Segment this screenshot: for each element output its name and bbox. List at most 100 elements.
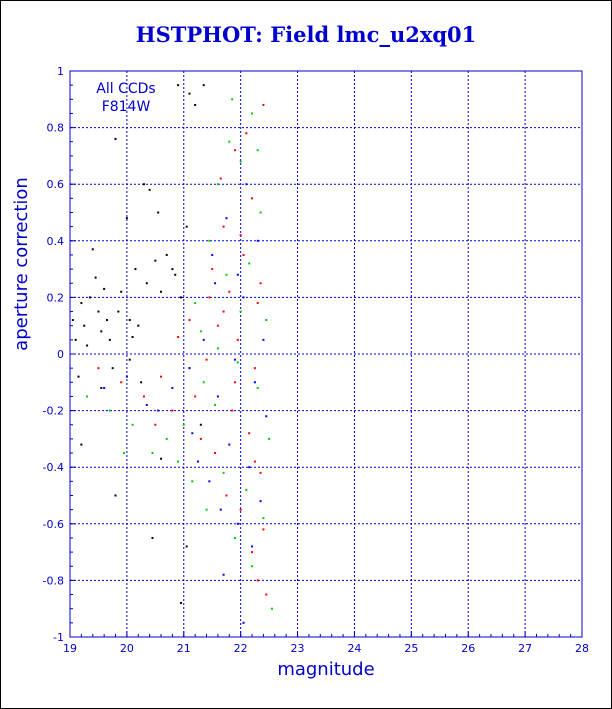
data-point bbox=[142, 395, 145, 398]
data-point bbox=[128, 358, 131, 361]
x-tick-label: 28 bbox=[575, 642, 589, 655]
data-point bbox=[265, 319, 268, 322]
data-point bbox=[231, 98, 234, 101]
data-point bbox=[242, 296, 245, 299]
data-point bbox=[236, 522, 239, 525]
data-point bbox=[128, 319, 131, 322]
data-point bbox=[134, 268, 137, 271]
data-point bbox=[256, 239, 259, 242]
data-point bbox=[108, 409, 111, 412]
data-point bbox=[117, 310, 120, 313]
data-point bbox=[171, 268, 174, 271]
data-point bbox=[80, 443, 83, 446]
data-point bbox=[151, 536, 154, 539]
data-point bbox=[245, 488, 248, 491]
x-tick-label: 19 bbox=[63, 642, 77, 655]
y-tick-label: 1 bbox=[57, 65, 64, 78]
data-point bbox=[262, 517, 265, 520]
data-point bbox=[94, 276, 97, 279]
data-point bbox=[199, 437, 202, 440]
data-points bbox=[71, 84, 273, 624]
data-point bbox=[245, 183, 248, 186]
data-point bbox=[151, 452, 154, 455]
data-point bbox=[157, 211, 160, 214]
data-point bbox=[251, 551, 254, 554]
data-point bbox=[214, 452, 217, 455]
data-point bbox=[219, 508, 222, 511]
data-point bbox=[131, 336, 134, 339]
x-axis-label: magnitude bbox=[277, 659, 374, 680]
data-point bbox=[239, 160, 242, 163]
data-point bbox=[256, 302, 259, 305]
data-point bbox=[125, 217, 128, 220]
data-point bbox=[154, 423, 157, 426]
y-tick-label: -0.2 bbox=[43, 405, 64, 418]
data-point bbox=[251, 565, 254, 568]
data-point bbox=[199, 423, 202, 426]
data-point bbox=[231, 409, 234, 412]
data-point bbox=[177, 336, 180, 339]
data-point bbox=[160, 375, 163, 378]
data-point bbox=[188, 319, 191, 322]
data-point bbox=[251, 112, 254, 115]
data-point bbox=[214, 403, 217, 406]
data-point bbox=[205, 508, 208, 511]
data-point bbox=[97, 367, 100, 370]
data-point bbox=[214, 282, 217, 285]
data-point bbox=[205, 358, 208, 361]
data-point bbox=[199, 330, 202, 333]
data-point bbox=[228, 140, 231, 143]
data-point bbox=[222, 573, 225, 576]
data-point bbox=[216, 183, 219, 186]
data-point bbox=[111, 367, 114, 370]
data-point bbox=[191, 432, 194, 435]
data-point bbox=[91, 248, 94, 251]
data-point bbox=[242, 253, 245, 256]
data-point bbox=[179, 296, 182, 299]
x-tick-label: 23 bbox=[291, 642, 305, 655]
data-point bbox=[165, 437, 168, 440]
data-point bbox=[208, 480, 211, 483]
data-point bbox=[259, 471, 262, 474]
data-point bbox=[182, 423, 185, 426]
data-point bbox=[202, 381, 205, 384]
data-point bbox=[157, 409, 160, 412]
y-tick-label: -0.6 bbox=[43, 518, 64, 531]
y-tick-label: -0.4 bbox=[43, 461, 64, 474]
data-point bbox=[83, 324, 86, 327]
data-point bbox=[179, 602, 182, 605]
y-tick-label: -0.8 bbox=[43, 574, 64, 587]
data-point bbox=[228, 290, 231, 293]
data-point bbox=[108, 338, 111, 341]
y-tick-label: -1 bbox=[53, 631, 64, 644]
data-point bbox=[80, 302, 83, 305]
data-point bbox=[145, 403, 148, 406]
data-point bbox=[270, 607, 273, 610]
data-point bbox=[256, 386, 259, 389]
data-point bbox=[202, 84, 205, 87]
data-point bbox=[77, 375, 80, 378]
y-tick-label: 0 bbox=[57, 348, 64, 361]
data-point bbox=[185, 225, 188, 228]
data-point bbox=[188, 367, 191, 370]
data-point bbox=[253, 460, 256, 463]
data-point bbox=[228, 443, 231, 446]
y-tick-label: 0.8 bbox=[47, 122, 65, 135]
data-point bbox=[248, 432, 251, 435]
data-point bbox=[253, 381, 256, 384]
data-point bbox=[194, 103, 197, 106]
x-tick-label: 25 bbox=[404, 642, 418, 655]
data-point bbox=[114, 494, 117, 497]
data-point bbox=[71, 319, 74, 322]
data-point bbox=[103, 386, 106, 389]
data-point bbox=[239, 234, 242, 237]
data-point bbox=[259, 282, 262, 285]
data-point bbox=[236, 361, 239, 364]
data-point bbox=[239, 310, 242, 313]
annotation-ccds: All CCDs bbox=[96, 81, 155, 97]
data-point bbox=[239, 508, 242, 511]
data-point bbox=[211, 253, 214, 256]
data-point bbox=[142, 183, 145, 186]
data-point bbox=[97, 310, 100, 313]
